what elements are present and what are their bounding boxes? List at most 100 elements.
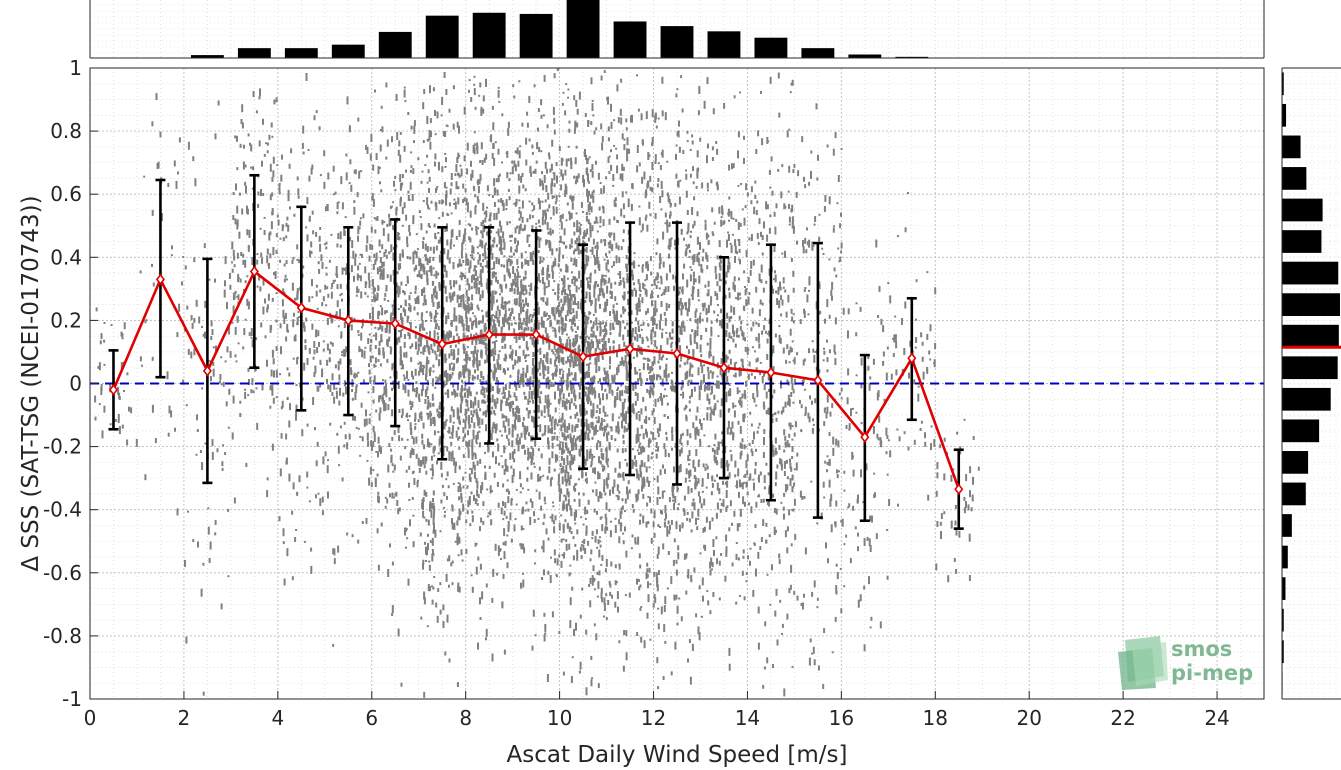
scatter-point <box>469 467 472 470</box>
top-histogram-bar <box>848 54 882 58</box>
scatter-point <box>576 122 579 128</box>
scatter-point <box>262 306 265 315</box>
scatter-point <box>491 394 494 403</box>
scatter-point <box>444 227 447 232</box>
scatter-point <box>511 353 514 361</box>
scatter-point <box>321 510 324 516</box>
scatter-point <box>420 367 423 373</box>
scatter-point <box>541 433 544 437</box>
scatter-point <box>242 161 245 170</box>
scatter-point <box>99 340 102 345</box>
scatter-point <box>449 373 451 381</box>
scatter-point <box>578 348 581 353</box>
scatter-point <box>408 224 411 232</box>
scatter-point <box>429 367 432 373</box>
scatter-point <box>381 126 384 133</box>
scatter-point <box>596 420 599 424</box>
scatter-point <box>506 318 509 325</box>
scatter-point <box>546 475 549 480</box>
scatter-point <box>334 279 336 282</box>
scatter-point <box>542 280 545 283</box>
scatter-point <box>481 233 484 239</box>
scatter-point <box>639 607 642 611</box>
scatter-point <box>565 442 568 447</box>
scatter-point <box>126 372 129 376</box>
scatter-point <box>508 402 511 410</box>
scatter-point <box>555 248 558 252</box>
scatter-point <box>400 196 402 202</box>
scatter-point <box>547 376 550 384</box>
scatter-point <box>256 422 259 430</box>
scatter-point <box>486 185 489 192</box>
scatter-point <box>473 315 476 318</box>
scatter-point <box>598 348 601 351</box>
scatter-point <box>491 653 494 662</box>
scatter-point <box>455 164 458 172</box>
scatter-point <box>318 268 321 274</box>
scatter-point <box>580 201 583 208</box>
scatter-point <box>433 274 436 277</box>
scatter-point <box>579 369 582 374</box>
scatter-point <box>457 263 459 268</box>
scatter-point <box>444 651 447 656</box>
scatter-point <box>502 518 505 521</box>
scatter-point <box>437 588 440 592</box>
scatter-point <box>310 167 313 175</box>
scatter-point <box>293 312 295 317</box>
scatter-point <box>454 201 457 210</box>
scatter-point <box>455 430 458 438</box>
scatter-point <box>367 338 370 344</box>
scatter-point <box>515 333 518 340</box>
scatter-point <box>269 253 272 259</box>
scatter-point <box>537 392 540 398</box>
scatter-point <box>210 376 212 382</box>
scatter-point <box>445 370 448 379</box>
scatter-point <box>376 473 379 477</box>
scatter-point <box>556 175 558 184</box>
scatter-point <box>481 309 484 312</box>
scatter-point <box>258 96 261 100</box>
scatter-point <box>606 298 609 306</box>
scatter-point <box>635 289 637 297</box>
scatter-point <box>479 173 482 181</box>
scatter-point <box>521 173 524 177</box>
scatter-point <box>624 355 627 364</box>
scatter-point <box>330 291 333 299</box>
scatter-point <box>605 449 608 458</box>
scatter-point <box>603 278 606 286</box>
scatter-point <box>602 405 605 413</box>
scatter-point <box>400 415 403 419</box>
scatter-point <box>624 526 626 532</box>
scatter-point <box>270 122 273 128</box>
scatter-point <box>638 162 641 167</box>
scatter-point <box>548 152 550 157</box>
scatter-point <box>590 121 593 126</box>
scatter-point <box>567 498 570 506</box>
scatter-point <box>447 315 450 320</box>
scatter-point <box>190 315 193 321</box>
scatter-point <box>639 290 642 292</box>
scatter-point <box>574 372 577 380</box>
scatter-point <box>426 343 429 348</box>
scatter-point <box>647 439 650 448</box>
scatter-point <box>388 443 391 448</box>
scatter-point <box>544 161 547 169</box>
scatter-point <box>531 645 534 651</box>
scatter-point <box>409 519 411 527</box>
scatter-point <box>561 412 564 420</box>
scatter-point <box>421 320 424 329</box>
scatter-point <box>121 424 124 429</box>
scatter-point <box>388 482 391 488</box>
scatter-point <box>415 251 418 259</box>
scatter-point <box>500 264 503 267</box>
scatter-point <box>590 422 593 429</box>
scatter-point <box>296 357 299 365</box>
scatter-point <box>331 392 334 396</box>
scatter-point <box>609 346 612 353</box>
scatter-point <box>571 294 574 297</box>
scatter-point <box>649 385 652 393</box>
scatter-point <box>474 345 477 354</box>
scatter-point <box>450 362 453 365</box>
scatter-point <box>588 341 590 349</box>
scatter-point <box>442 621 445 628</box>
